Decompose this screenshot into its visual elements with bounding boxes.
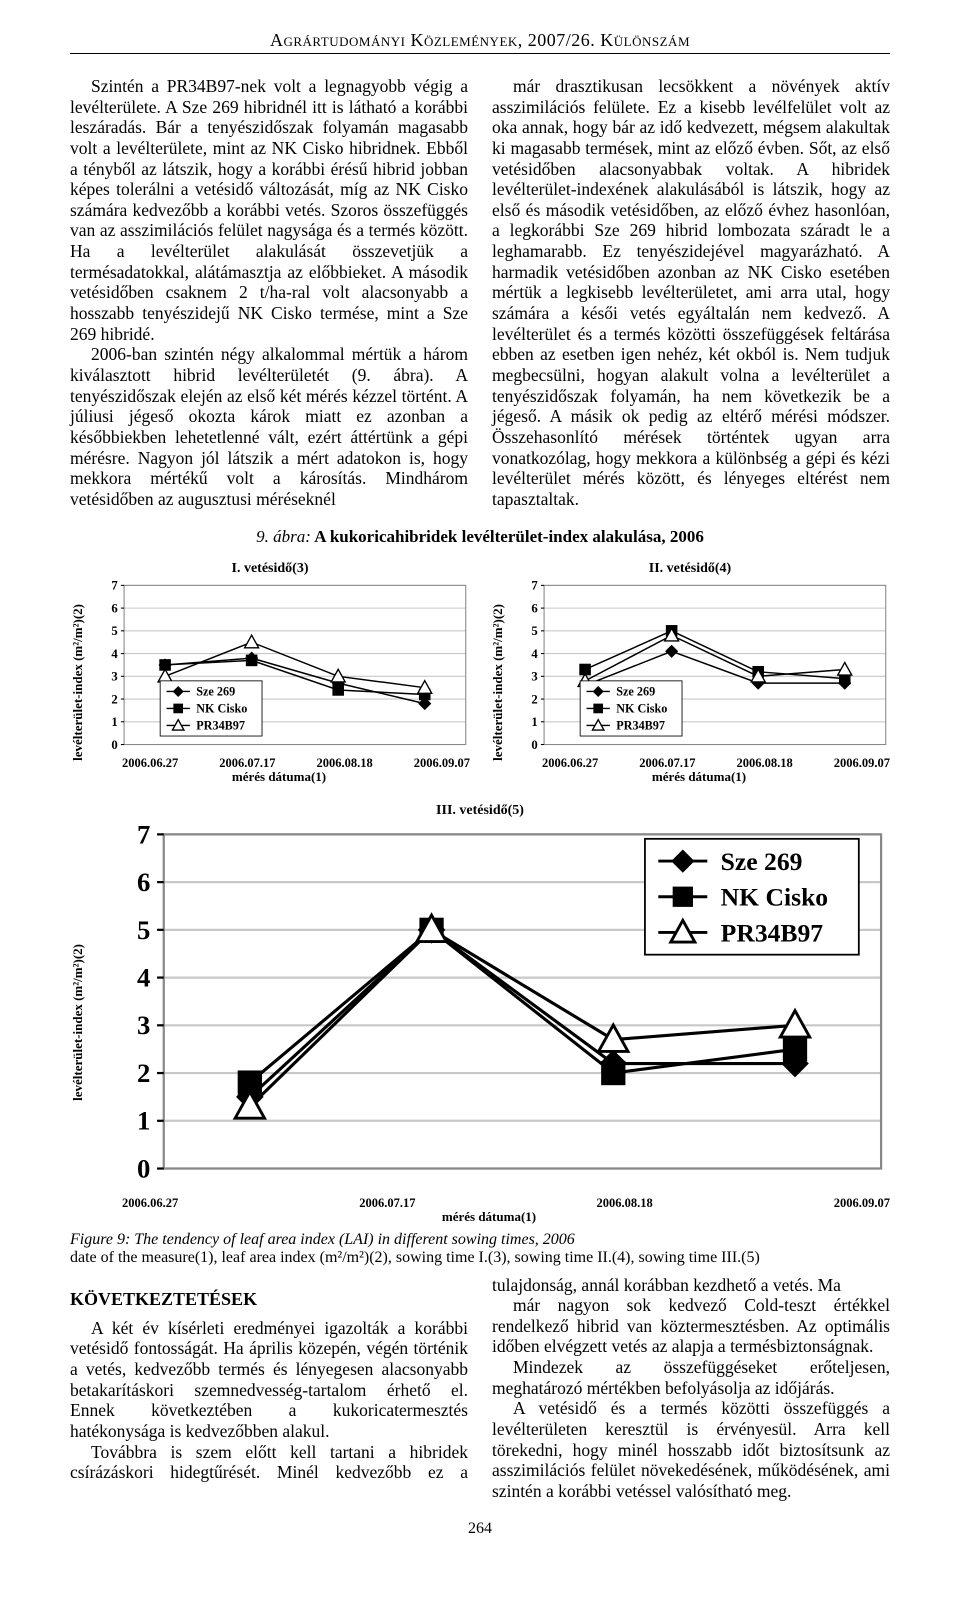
svg-text:4: 4 <box>137 962 150 992</box>
svg-text:3: 3 <box>531 670 537 684</box>
svg-text:PR34B97: PR34B97 <box>196 719 245 733</box>
conclusions-left: A két év kísérleti eredményei igazolták … <box>70 1318 468 1442</box>
figure-caption: Figure 9: The tendency of leaf area inde… <box>70 1231 890 1267</box>
svg-text:PR34B97: PR34B97 <box>721 918 824 947</box>
svg-text:2: 2 <box>531 693 537 707</box>
x-tick-label: 2006.09.07 <box>414 756 470 771</box>
svg-text:2: 2 <box>137 1058 150 1088</box>
figure-caption-line2: date of the measure(1), leaf area index … <box>70 1249 760 1266</box>
y-axis-label: levélterület-index (m²/m²)(2) <box>70 604 86 761</box>
figure-title-rest: A kukoricahibridek levélterület-index al… <box>311 527 704 546</box>
svg-text:5: 5 <box>111 625 117 639</box>
x-tick-label: 2006.06.27 <box>122 756 178 771</box>
chart-2: II. vetésidő(4) levélterület-index (m²/m… <box>490 557 890 784</box>
chart-subtitle: II. vetésidő(4) <box>490 561 890 577</box>
chart-subtitle: III. vetésidő(5) <box>70 803 890 819</box>
y-axis-label: levélterület-index (m²/m²)(2) <box>490 604 506 761</box>
conclusions-block: KÖVETKEZTETÉSEK A két év kísérleti eredm… <box>70 1275 890 1502</box>
chart-1: I. vetésidő(3) levélterület-index (m²/m²… <box>70 557 470 784</box>
svg-text:5: 5 <box>531 625 537 639</box>
x-axis-label: mérés dátuma(1) <box>508 769 890 785</box>
body-right: már drasztikusan lecsökkent a növények a… <box>492 76 890 509</box>
x-tick-label: 2006.06.27 <box>122 1196 178 1211</box>
svg-text:6: 6 <box>111 602 117 616</box>
svg-text:6: 6 <box>531 602 537 616</box>
svg-text:Sze 269: Sze 269 <box>721 847 803 876</box>
svg-text:4: 4 <box>111 647 118 661</box>
svg-text:NK Cisko: NK Cisko <box>721 882 828 911</box>
conclusions-heading: KÖVETKEZTETÉSEK <box>70 1289 468 1310</box>
x-tick-label: 2006.09.07 <box>834 1196 890 1211</box>
svg-text:0: 0 <box>531 738 537 752</box>
body-text: Szintén a PR34B97-nek volt a legnagyobb … <box>70 76 890 509</box>
svg-text:1: 1 <box>531 715 537 729</box>
x-tick-label: 2006.09.07 <box>834 756 890 771</box>
running-head: Agrártudományi Közlemények, 2007/26. Kül… <box>70 30 890 54</box>
chart-3: III. vetésidő(5) levélterület-index (m²/… <box>70 799 890 1225</box>
conclusions-right: már nagyon sok kedvező Cold-teszt értékk… <box>492 1295 890 1357</box>
svg-text:4: 4 <box>531 647 538 661</box>
body-left: Szintén a PR34B97-nek volt a legnagyobb … <box>70 76 468 344</box>
svg-text:0: 0 <box>137 1153 150 1183</box>
chart-subtitle: I. vetésidő(3) <box>70 561 470 577</box>
svg-text:NK Cisko: NK Cisko <box>616 702 667 716</box>
svg-text:PR34B97: PR34B97 <box>616 719 665 733</box>
x-tick-label: 2006.07.17 <box>359 1196 415 1211</box>
x-axis-label: mérés dátuma(1) <box>88 1209 890 1225</box>
svg-text:0: 0 <box>111 738 117 752</box>
svg-text:1: 1 <box>137 1106 150 1136</box>
svg-text:2: 2 <box>111 693 117 707</box>
svg-text:7: 7 <box>111 579 118 593</box>
figure-title: 9. ábra: A kukoricahibridek levélterület… <box>70 527 890 547</box>
x-axis-label: mérés dátuma(1) <box>88 769 470 785</box>
svg-text:7: 7 <box>137 821 150 849</box>
page-number: 264 <box>70 1520 890 1538</box>
svg-text:7: 7 <box>531 579 538 593</box>
svg-text:6: 6 <box>137 867 150 897</box>
svg-text:Sze 269: Sze 269 <box>196 685 235 699</box>
figure-caption-line1: Figure 9: The tendency of leaf area inde… <box>70 1231 575 1248</box>
svg-text:Sze 269: Sze 269 <box>616 685 655 699</box>
svg-text:3: 3 <box>137 1010 150 1040</box>
svg-text:NK Cisko: NK Cisko <box>196 702 247 716</box>
svg-text:1: 1 <box>111 715 117 729</box>
figure-title-prefix: 9. ábra: <box>256 527 311 546</box>
y-axis-label: levélterület-index (m²/m²)(2) <box>70 944 86 1101</box>
svg-text:3: 3 <box>111 670 117 684</box>
x-tick-label: 2006.06.27 <box>542 756 598 771</box>
svg-text:5: 5 <box>137 915 150 945</box>
x-tick-label: 2006.08.18 <box>597 1196 653 1211</box>
